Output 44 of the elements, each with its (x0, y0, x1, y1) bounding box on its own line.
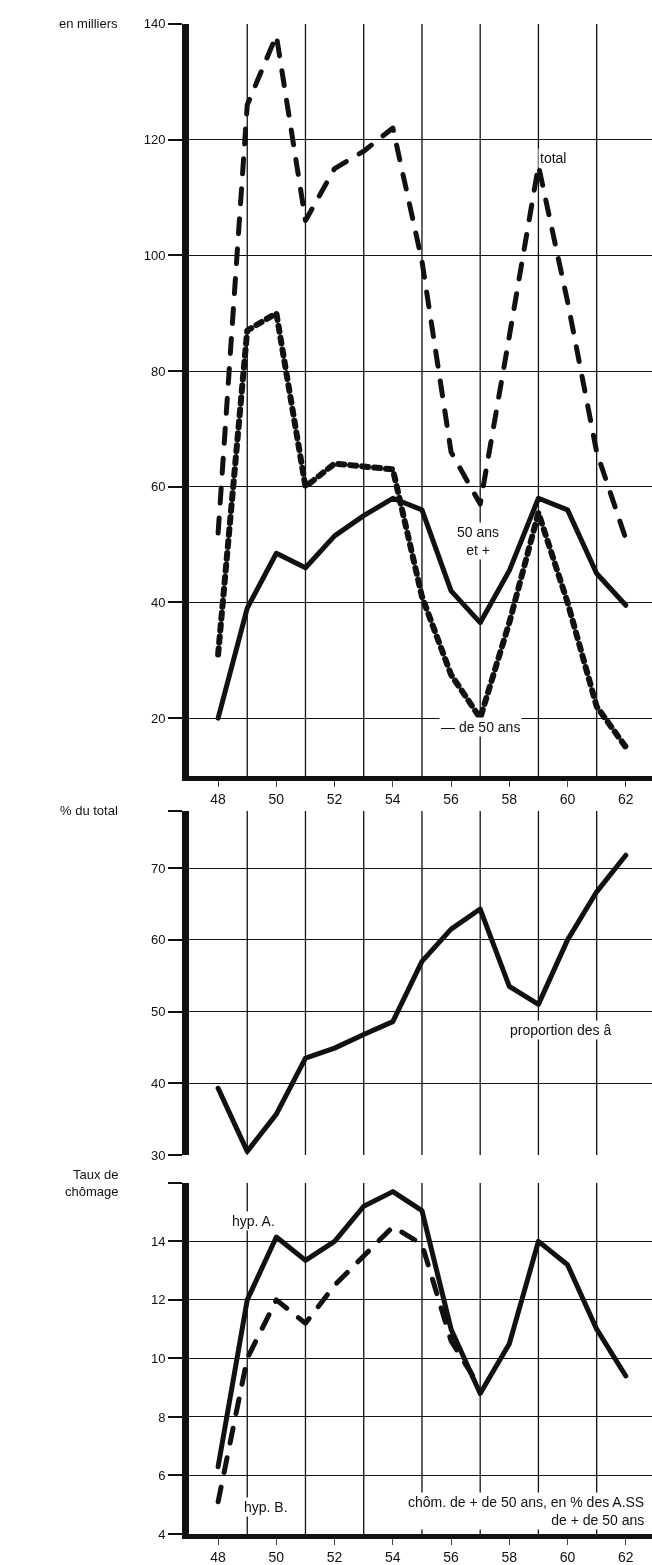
y-tick-label: 70 (150, 860, 166, 876)
x-tick-label: 62 (618, 1548, 634, 1565)
x-tick-label: 50 (268, 790, 285, 807)
x-tick-label: 48 (210, 1548, 227, 1565)
y-tick-label: 80 (150, 363, 166, 379)
y-tick-label: 12 (150, 1292, 166, 1308)
x-tick-label: 48 (210, 790, 227, 807)
y-tick-label: 40 (150, 594, 166, 610)
x-tick-label: 52 (326, 1548, 343, 1565)
y-tick-label: 60 (150, 479, 166, 495)
x-tick-label: 58 (501, 790, 518, 807)
annotation: hyp. A. (232, 1213, 275, 1229)
y-tick-label: 6 (158, 1468, 166, 1484)
y-tick-label: 10 (150, 1350, 166, 1366)
y-tick-label: 60 (150, 932, 166, 948)
y-tick-label: 30 (150, 1147, 166, 1163)
x-tick-label: 56 (443, 790, 460, 807)
y-tick-label: 100 (143, 247, 166, 263)
y-tick-label: 20 (150, 710, 166, 726)
x-tick-label: 50 (268, 1548, 285, 1565)
x-tick-label: 60 (559, 1548, 576, 1565)
x-tick-label: 60 (559, 790, 576, 807)
y-tick-label: 140 (143, 16, 166, 32)
x-tick-label: 54 (385, 790, 401, 807)
y-tick-label: 14 (150, 1233, 166, 1249)
x-tick-label: 54 (385, 1548, 401, 1565)
x-tick-label: 62 (618, 790, 634, 807)
annotation: total (540, 150, 567, 166)
y-axis-title: Taux de chômage (65, 1167, 119, 1199)
y-tick-label: 50 (150, 1004, 166, 1020)
y-tick-label: 40 (150, 1075, 166, 1091)
y-tick-label: 8 (158, 1409, 166, 1425)
annotation: chôm. de + de 50 ans, en % des A.SS de + de 50 ans (408, 1494, 645, 1529)
x-tick-label: 56 (443, 1548, 460, 1565)
y-axis-title: % du total (60, 803, 118, 818)
x-tick-label: 58 (501, 1548, 518, 1565)
annotation: — de 50 ans (441, 719, 521, 735)
y-axis-title: en milliers (59, 16, 119, 31)
annotation: proportion des â (510, 1022, 612, 1038)
x-tick-label: 52 (326, 790, 343, 807)
y-tick-label: 4 (158, 1526, 166, 1542)
annotation: hyp. B. (244, 1499, 288, 1515)
y-tick-label: 120 (143, 132, 166, 148)
annotation: 50 ans et + (457, 524, 500, 559)
